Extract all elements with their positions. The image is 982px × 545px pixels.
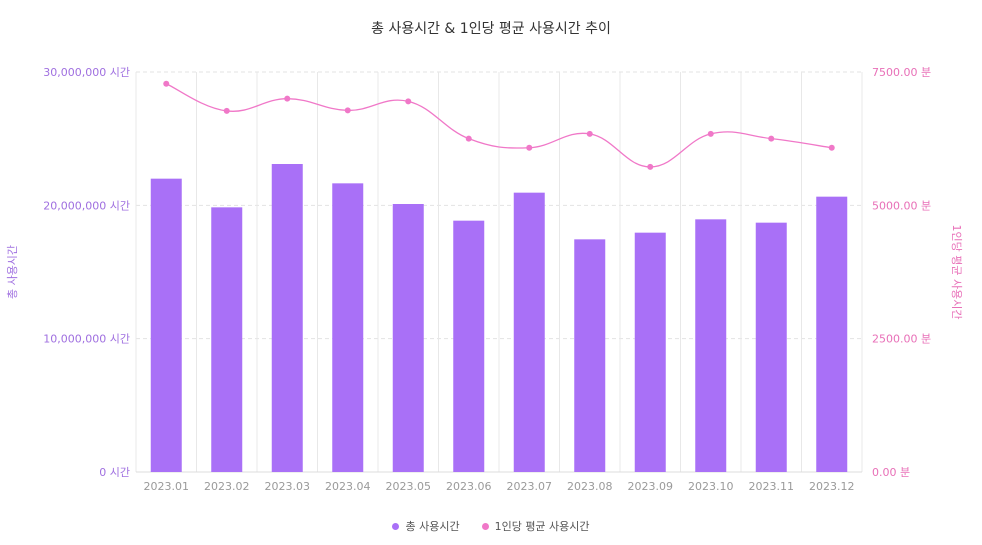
x-tick-label: 2023.07 <box>507 480 553 493</box>
left-tick-label: 30,000,000 시간 <box>43 66 130 79</box>
bar <box>513 192 545 472</box>
bar <box>816 196 848 472</box>
x-tick-label: 2023.09 <box>628 480 674 493</box>
left-tick-label: 0 시간 <box>99 466 130 479</box>
legend-marker-total <box>392 522 400 530</box>
left-tick-label: 10,000,000 시간 <box>43 333 130 346</box>
legend-item-average[interactable]: 1인당 평균 사용시간 <box>481 518 590 534</box>
x-tick-label: 2023.11 <box>749 480 795 493</box>
left-axis-title: 총 사용시간 <box>6 245 19 299</box>
line-point <box>586 130 593 137</box>
x-tick-label: 2023.08 <box>567 480 613 493</box>
x-tick-label: 2023.05 <box>386 480 432 493</box>
line-point <box>163 80 170 87</box>
line-point <box>768 135 775 142</box>
x-tick-label: 2023.04 <box>325 480 371 493</box>
line-point <box>647 163 654 170</box>
right-axis-title: 1인당 평균 사용시간 <box>950 225 963 320</box>
line-point <box>344 107 351 114</box>
bar <box>150 178 182 472</box>
right-tick-label: 7500.00 분 <box>872 66 931 79</box>
x-tick-label: 2023.10 <box>688 480 734 493</box>
line-point <box>284 95 291 102</box>
line-point <box>707 130 714 137</box>
legend-item-total[interactable]: 총 사용시간 <box>392 518 460 534</box>
bar <box>271 164 303 472</box>
x-tick-label: 2023.06 <box>446 480 492 493</box>
legend-label-total: 총 사용시간 <box>405 520 460 533</box>
left-tick-label: 20,000,000 시간 <box>43 199 130 212</box>
line-point <box>526 144 533 151</box>
bar <box>332 183 364 473</box>
right-tick-label: 5000.00 분 <box>872 199 931 212</box>
legend-marker-average <box>481 522 489 530</box>
line-point <box>828 144 835 151</box>
x-tick-label: 2023.03 <box>265 480 311 493</box>
chart-title: 총 사용시간 & 1인당 평균 사용시간 추이 <box>371 21 611 37</box>
x-tick-label: 2023.01 <box>144 480 190 493</box>
bar <box>453 220 485 472</box>
right-tick-label: 2500.00 분 <box>872 333 931 346</box>
bar <box>755 222 787 472</box>
legend: 총 사용시간 1인당 평균 사용시간 <box>0 518 982 534</box>
line-point <box>223 107 230 114</box>
bar <box>634 232 666 472</box>
x-tick-label: 2023.12 <box>809 480 855 493</box>
x-tick-label: 2023.02 <box>204 480 250 493</box>
right-tick-label: 0.00 분 <box>872 466 910 479</box>
bar <box>574 239 606 472</box>
line-point <box>465 135 472 142</box>
legend-label-average: 1인당 평균 사용시간 <box>494 520 590 533</box>
line-point <box>405 98 412 105</box>
bar <box>695 219 727 472</box>
bar <box>211 207 243 473</box>
bar <box>392 204 424 472</box>
